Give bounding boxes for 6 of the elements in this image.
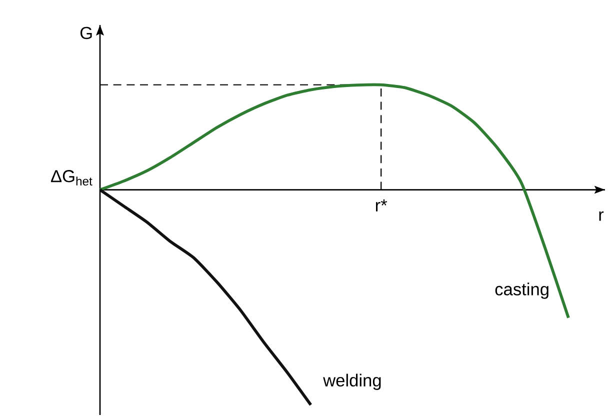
y-axis-title: G <box>80 26 92 40</box>
series-label: casting <box>495 282 548 299</box>
text: ΔG$_{het}$ <box>50 170 92 186</box>
series-label: welding <box>323 374 381 390</box>
x-axis-title: r <box>599 211 604 221</box>
text: r* <box>376 199 388 212</box>
